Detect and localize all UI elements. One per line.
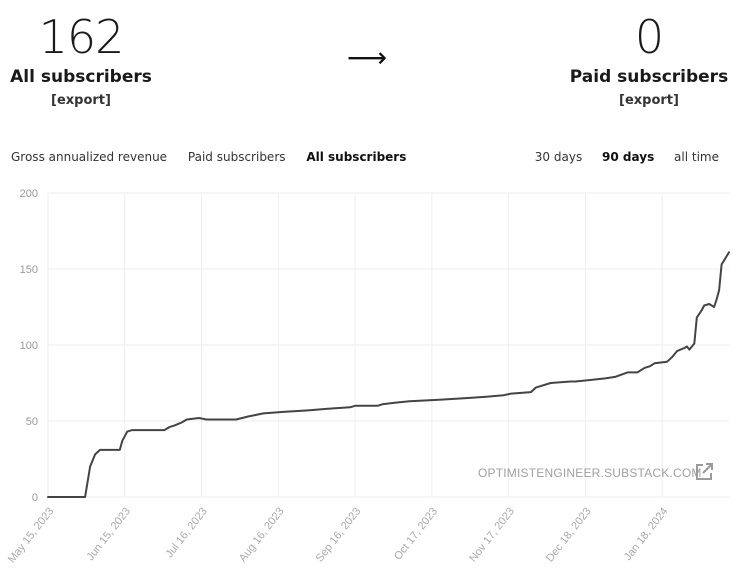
range-all-time[interactable]: all time [674,150,719,164]
x-tick-label: Nov 17, 2023 [467,505,517,564]
x-tick-label: Jan 18, 2024 [622,505,671,563]
metric-tabs: Gross annualized revenue Paid subscriber… [11,150,423,164]
all-subscribers-series-line [47,251,730,498]
paid-subscribers-stat: 0 Paid subscribers [export] [565,8,733,108]
y-tick-label: 0 [32,492,38,504]
subscribers-line-chart: 0 50 100 150 200 May 15, 2023 Jun 15, 2023 Jul … [6,188,730,565]
y-tick-label: 150 [20,264,38,276]
tab-paid-subscribers[interactable]: Paid subscribers [187,150,286,164]
all-subscribers-label: All subscribers [10,67,152,87]
x-tick-label: Aug 16, 2023 [237,505,287,564]
x-tick-label: Dec 18, 2023 [544,505,594,564]
right-arrow-icon: ⟶ [347,41,388,74]
x-tick-label: Oct 17, 2023 [392,505,440,562]
y-tick-label: 100 [20,340,38,352]
all-subscribers-stat: 162 All subscribers [export] [0,8,162,108]
x-tick-label: Sep 16, 2023 [314,505,364,564]
tab-all-subscribers[interactable]: All subscribers [306,150,407,164]
range-30-days[interactable]: 30 days [534,150,583,164]
x-tick-label: May 15, 2023 [6,505,56,565]
y-tick-label: 50 [26,416,38,428]
external-link-icon[interactable] [694,462,714,482]
export-paid-subscribers-link[interactable]: [export] [619,93,679,108]
x-tick-label: Jul 16, 2023 [164,505,210,560]
substack-watermark: OPTIMISTENGINEER.SUBSTACK.COM [478,466,702,480]
paid-subscribers-label: Paid subscribers [569,67,729,87]
range-selector: 30 days 90 days all time [519,150,719,164]
all-subscribers-count: 162 [38,10,125,64]
export-all-subscribers-link[interactable]: [export] [51,93,111,108]
x-tick-label: Jun 15, 2023 [85,505,134,563]
y-tick-label: 200 [20,188,38,200]
paid-subscribers-count: 0 [634,10,664,64]
range-90-days[interactable]: 90 days [602,150,655,164]
tab-gross-annualized-revenue[interactable]: Gross annualized revenue [11,150,168,164]
